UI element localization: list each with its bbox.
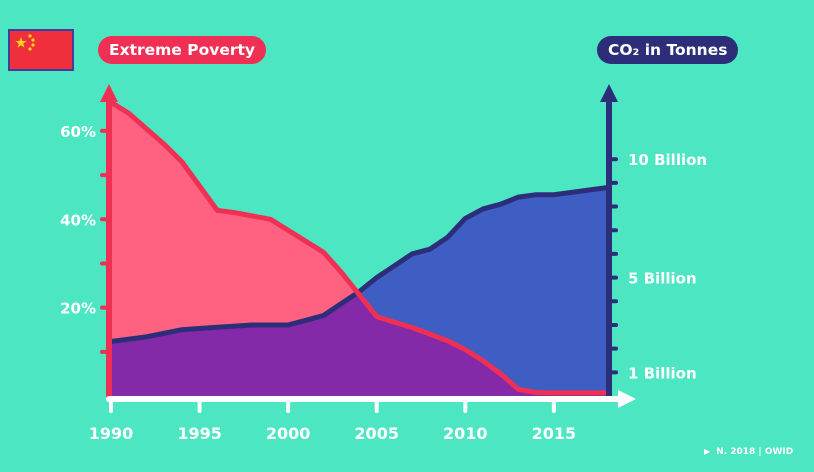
poverty-area	[111, 102, 607, 396]
co2-line	[108, 185, 610, 344]
source-note: ▶ N. 2018 | OWID	[704, 447, 793, 457]
right-tick-label: 10 Billion	[628, 151, 707, 169]
right-tick-label: 1 Billion	[628, 364, 697, 382]
source-label: N. 2018 | OWID	[716, 447, 794, 457]
left-axis-arrow	[100, 84, 118, 102]
x-tick-label: 2005	[354, 424, 399, 443]
legend-co2-tonnes: CO₂ in Tonnes	[597, 36, 739, 64]
left-tick-label: 60%	[60, 123, 96, 141]
x-tick-label: 2015	[532, 424, 577, 443]
x-tick-label: 1990	[89, 424, 134, 443]
x-axis-arrow	[618, 390, 636, 408]
x-tick-label: 1995	[177, 424, 222, 443]
right-axis-arrow	[600, 84, 618, 102]
left-tick-label: 20%	[60, 300, 96, 318]
legend-extreme-poverty: Extreme Poverty	[98, 36, 266, 64]
poverty-line	[108, 99, 610, 396]
china-flag-icon	[10, 31, 72, 69]
right-tick-label: 5 Billion	[628, 270, 697, 288]
play-icon: ▶	[704, 447, 711, 456]
x-tick-label: 2010	[443, 424, 488, 443]
x-tick-label: 2000	[266, 424, 311, 443]
left-tick-label: 40%	[60, 211, 96, 229]
